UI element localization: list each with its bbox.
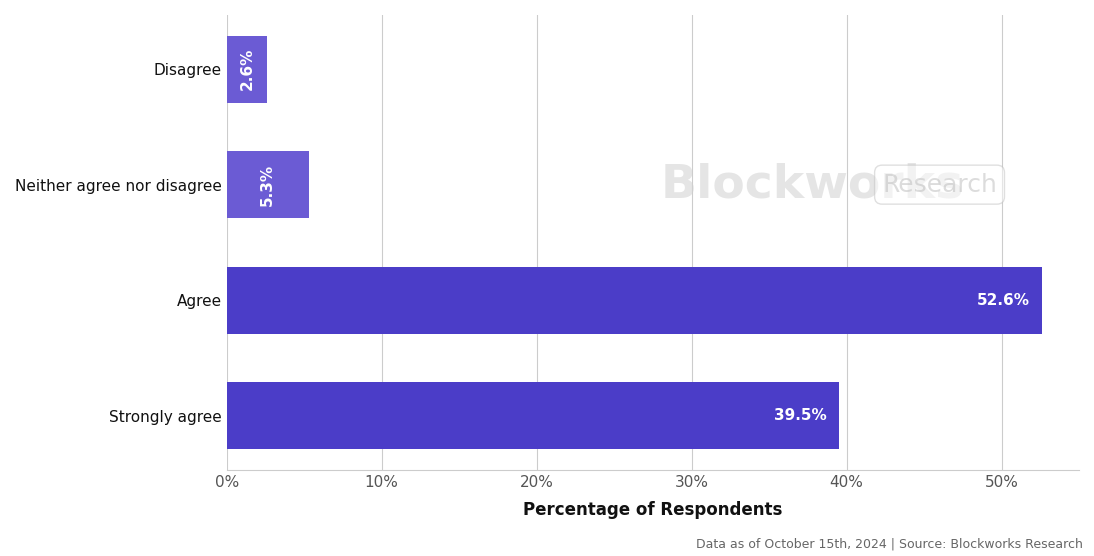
Bar xyxy=(226,267,1041,334)
Text: Data as of October 15th, 2024 | Source: Blockworks Research: Data as of October 15th, 2024 | Source: … xyxy=(696,538,1083,550)
Text: Blockworks: Blockworks xyxy=(661,162,964,207)
Text: Research: Research xyxy=(882,173,997,197)
X-axis label: Percentage of Respondents: Percentage of Respondents xyxy=(523,501,782,519)
Bar xyxy=(226,36,267,103)
Bar xyxy=(226,151,309,218)
Text: 39.5%: 39.5% xyxy=(773,408,826,423)
Text: 5.3%: 5.3% xyxy=(260,163,276,206)
Text: 52.6%: 52.6% xyxy=(977,292,1029,307)
Bar xyxy=(226,382,839,449)
Text: 2.6%: 2.6% xyxy=(240,48,255,91)
